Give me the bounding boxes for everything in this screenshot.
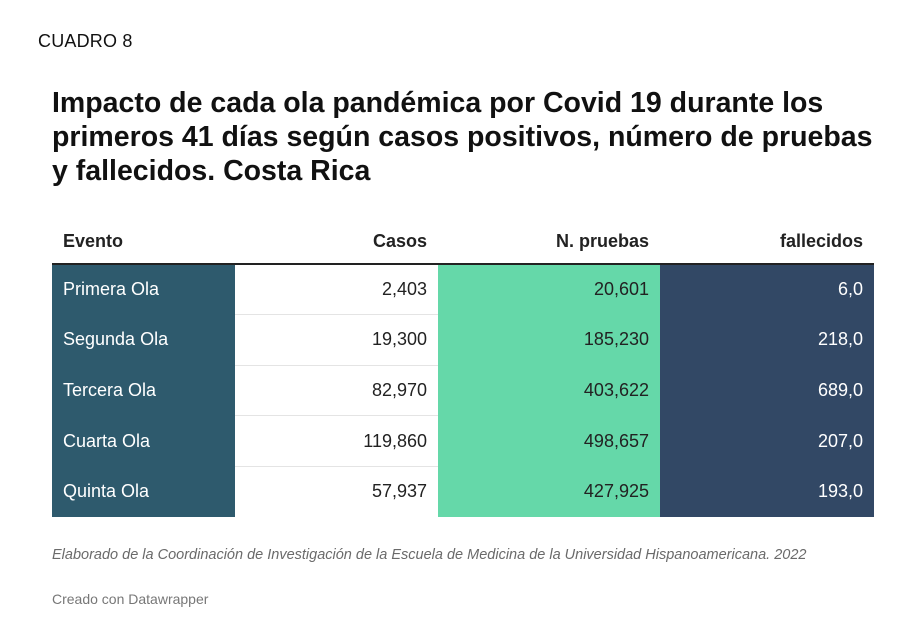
column-header-casos: Casos [235, 220, 438, 265]
column-header-evento: Evento [52, 220, 235, 265]
table-title: Impacto de cada ola pandémica por Covid … [52, 87, 873, 187]
cell-fallecidos: 207,0 [660, 415, 874, 467]
table-row: Tercera Ola 82,970 403,622 689,0 [52, 365, 874, 417]
table-row: Quinta Ola 57,937 427,925 193,0 [52, 466, 874, 517]
cell-evento: Quinta Ola [52, 466, 235, 517]
cell-evento: Tercera Ola [52, 365, 235, 417]
table-number-label: CUADRO 8 [38, 31, 133, 51]
table-row: Cuarta Ola 119,860 498,657 207,0 [52, 415, 874, 467]
cell-casos: 119,860 [235, 415, 438, 467]
cell-casos: 19,300 [235, 314, 438, 366]
column-header-pruebas: N. pruebas [438, 220, 660, 265]
table-row: Segunda Ola 19,300 185,230 218,0 [52, 314, 874, 366]
cell-fallecidos: 218,0 [660, 314, 874, 366]
cell-casos: 82,970 [235, 365, 438, 417]
cell-fallecidos: 193,0 [660, 466, 874, 517]
header-row: Evento Casos N. pruebas fallecidos [52, 220, 874, 265]
cell-evento: Segunda Ola [52, 314, 235, 366]
cell-pruebas: 403,622 [438, 365, 660, 417]
cell-fallecidos: 689,0 [660, 365, 874, 417]
cell-pruebas: 427,925 [438, 466, 660, 517]
cell-pruebas: 20,601 [438, 264, 660, 316]
cell-evento: Primera Ola [52, 264, 235, 316]
cell-casos: 2,403 [235, 264, 438, 316]
column-header-fallecidos: fallecidos [660, 220, 874, 265]
cell-fallecidos: 6,0 [660, 264, 874, 316]
cell-evento: Cuarta Ola [52, 415, 235, 467]
cell-pruebas: 185,230 [438, 314, 660, 366]
table-row: Primera Ola 2,403 20,601 6,0 [52, 264, 874, 316]
data-table: Evento Casos N. pruebas fallecidos Prime… [52, 220, 874, 517]
cell-casos: 57,937 [235, 466, 438, 517]
datawrapper-credit: Creado con Datawrapper [52, 591, 209, 607]
source-note: Elaborado de la Coordinación de Investig… [52, 547, 807, 563]
cell-pruebas: 498,657 [438, 415, 660, 467]
